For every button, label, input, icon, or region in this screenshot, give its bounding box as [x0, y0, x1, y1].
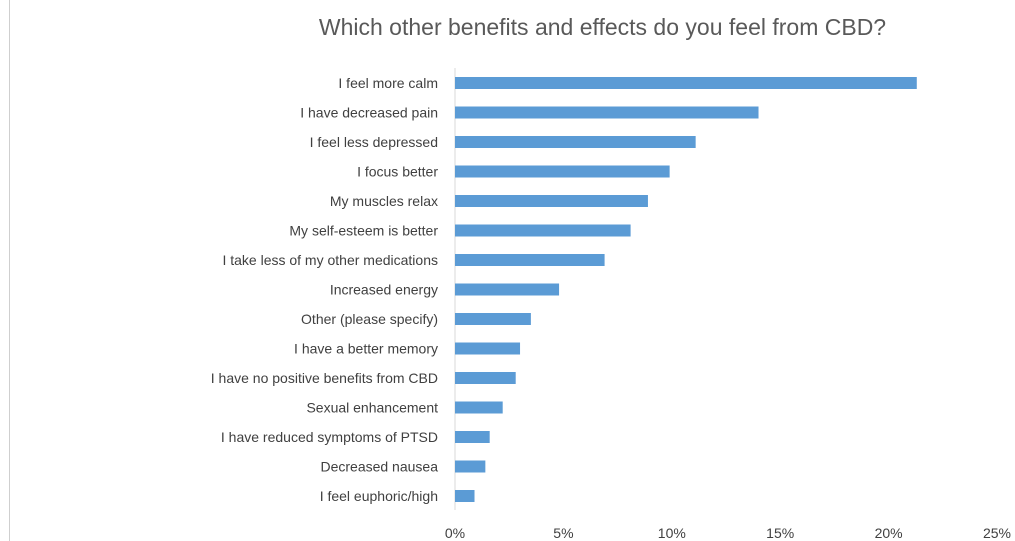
category-label: Other (please specify): [301, 311, 438, 327]
bar: [455, 490, 475, 502]
category-label: I feel euphoric/high: [320, 488, 438, 504]
bar: [455, 254, 605, 266]
bar: [455, 165, 670, 178]
category-labels: I feel more calm I have decreased pain I f…: [211, 75, 439, 504]
bar: [455, 136, 696, 148]
category-label: Sexual enhancement: [306, 400, 438, 416]
category-label: My muscles relax: [330, 193, 438, 209]
category-label: I have decreased pain: [300, 105, 438, 121]
bar: [455, 342, 521, 355]
category-label: I focus better: [357, 164, 438, 180]
bar: [455, 77, 917, 89]
x-tick-label: 20%: [875, 525, 903, 541]
bar: [455, 313, 531, 325]
bar: [455, 283, 560, 296]
category-label: Decreased nausea: [320, 459, 438, 475]
bar: [455, 431, 490, 443]
category-label: I feel less depressed: [310, 134, 438, 150]
bar: [455, 372, 516, 384]
x-tick-label: 5%: [553, 525, 573, 541]
bar: [455, 195, 648, 207]
bars-layer: [455, 77, 917, 502]
category-label: I have no positive benefits from CBD: [211, 370, 438, 386]
x-tick-label: 15%: [766, 525, 794, 541]
category-label: I take less of my other medications: [222, 252, 438, 268]
x-tick-label: 10%: [658, 525, 686, 541]
left-border-line: [9, 0, 10, 541]
chart-title: Which other benefits and effects do you …: [318, 14, 887, 40]
bar: [455, 224, 631, 237]
category-label: I feel more calm: [338, 75, 438, 91]
x-tick-labels: 0% 5% 10% 15% 20% 25%: [445, 525, 1011, 541]
bar: [455, 106, 759, 119]
x-tick-label: 0%: [445, 525, 465, 541]
category-label: Increased energy: [330, 282, 438, 298]
category-label: I have reduced symptoms of PTSD: [221, 429, 438, 445]
category-label: I have a better memory: [294, 341, 438, 357]
category-label: My self-esteem is better: [289, 223, 438, 239]
x-tick-label: 25%: [983, 525, 1011, 541]
bar: [455, 460, 486, 473]
bar: [455, 401, 503, 414]
